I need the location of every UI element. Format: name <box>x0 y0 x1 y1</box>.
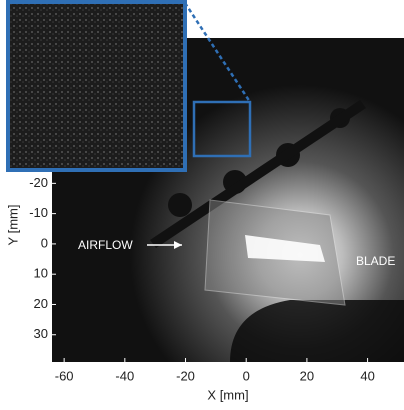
x-tick-label: 40 <box>360 368 374 383</box>
annotation: BLADE <box>356 254 395 268</box>
y-tick-label: -20 <box>29 175 48 190</box>
y-axis-label: Y [mm] <box>5 205 20 246</box>
x-tick-label: -40 <box>115 368 134 383</box>
y-tick-label: -10 <box>29 205 48 220</box>
y-tick-label: 10 <box>34 266 48 281</box>
x-tick-label: -60 <box>55 368 74 383</box>
annotation: AIRFLOW <box>78 238 133 252</box>
y-tick-label: 30 <box>34 326 48 341</box>
x-axis-label: X [mm] <box>207 387 248 402</box>
y-tick-label: 20 <box>34 296 48 311</box>
inset <box>8 2 185 170</box>
x-tick-label: 0 <box>243 368 250 383</box>
figure: AIRFLOW BLADE X [mm] Y [mm] -60 -40 -20 0 20… <box>0 0 404 410</box>
x-tick-label: -20 <box>176 368 195 383</box>
x-tick-label: 20 <box>300 368 314 383</box>
y-tick-label: 0 <box>41 235 48 250</box>
